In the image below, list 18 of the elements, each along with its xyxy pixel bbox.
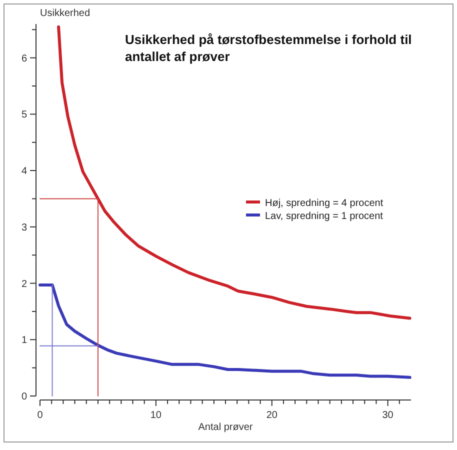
- x-tick-label: 10: [150, 410, 162, 421]
- legend-label: Høj, spredning = 4 procent: [265, 198, 384, 209]
- line-series: [57, 25, 412, 320]
- line-series: [38, 283, 412, 379]
- y-tick-label: 2: [21, 278, 28, 290]
- x-tick-label: 30: [382, 410, 394, 421]
- text: Usikkerhed på tørstofbestemmelse i forhold til antallet af prøver: [125, 32, 412, 64]
- y-tick-label: 1: [21, 335, 28, 346]
- legend-label: Lav, spredning = 1 procent: [265, 211, 384, 222]
- x-axis-title: Antal prøver: [198, 422, 254, 433]
- x-tick-label: 20: [266, 410, 278, 421]
- y-tick-label: 6: [21, 53, 28, 64]
- y-tick-label: 3: [21, 222, 28, 234]
- x-tick-label: 0: [37, 410, 44, 421]
- y-axis-title: Usikkerhed: [40, 8, 90, 19]
- y-tick-label: 4: [21, 166, 28, 178]
- y-tick-label: 0: [21, 392, 28, 402]
- y-tick-label: 5: [21, 110, 28, 121]
